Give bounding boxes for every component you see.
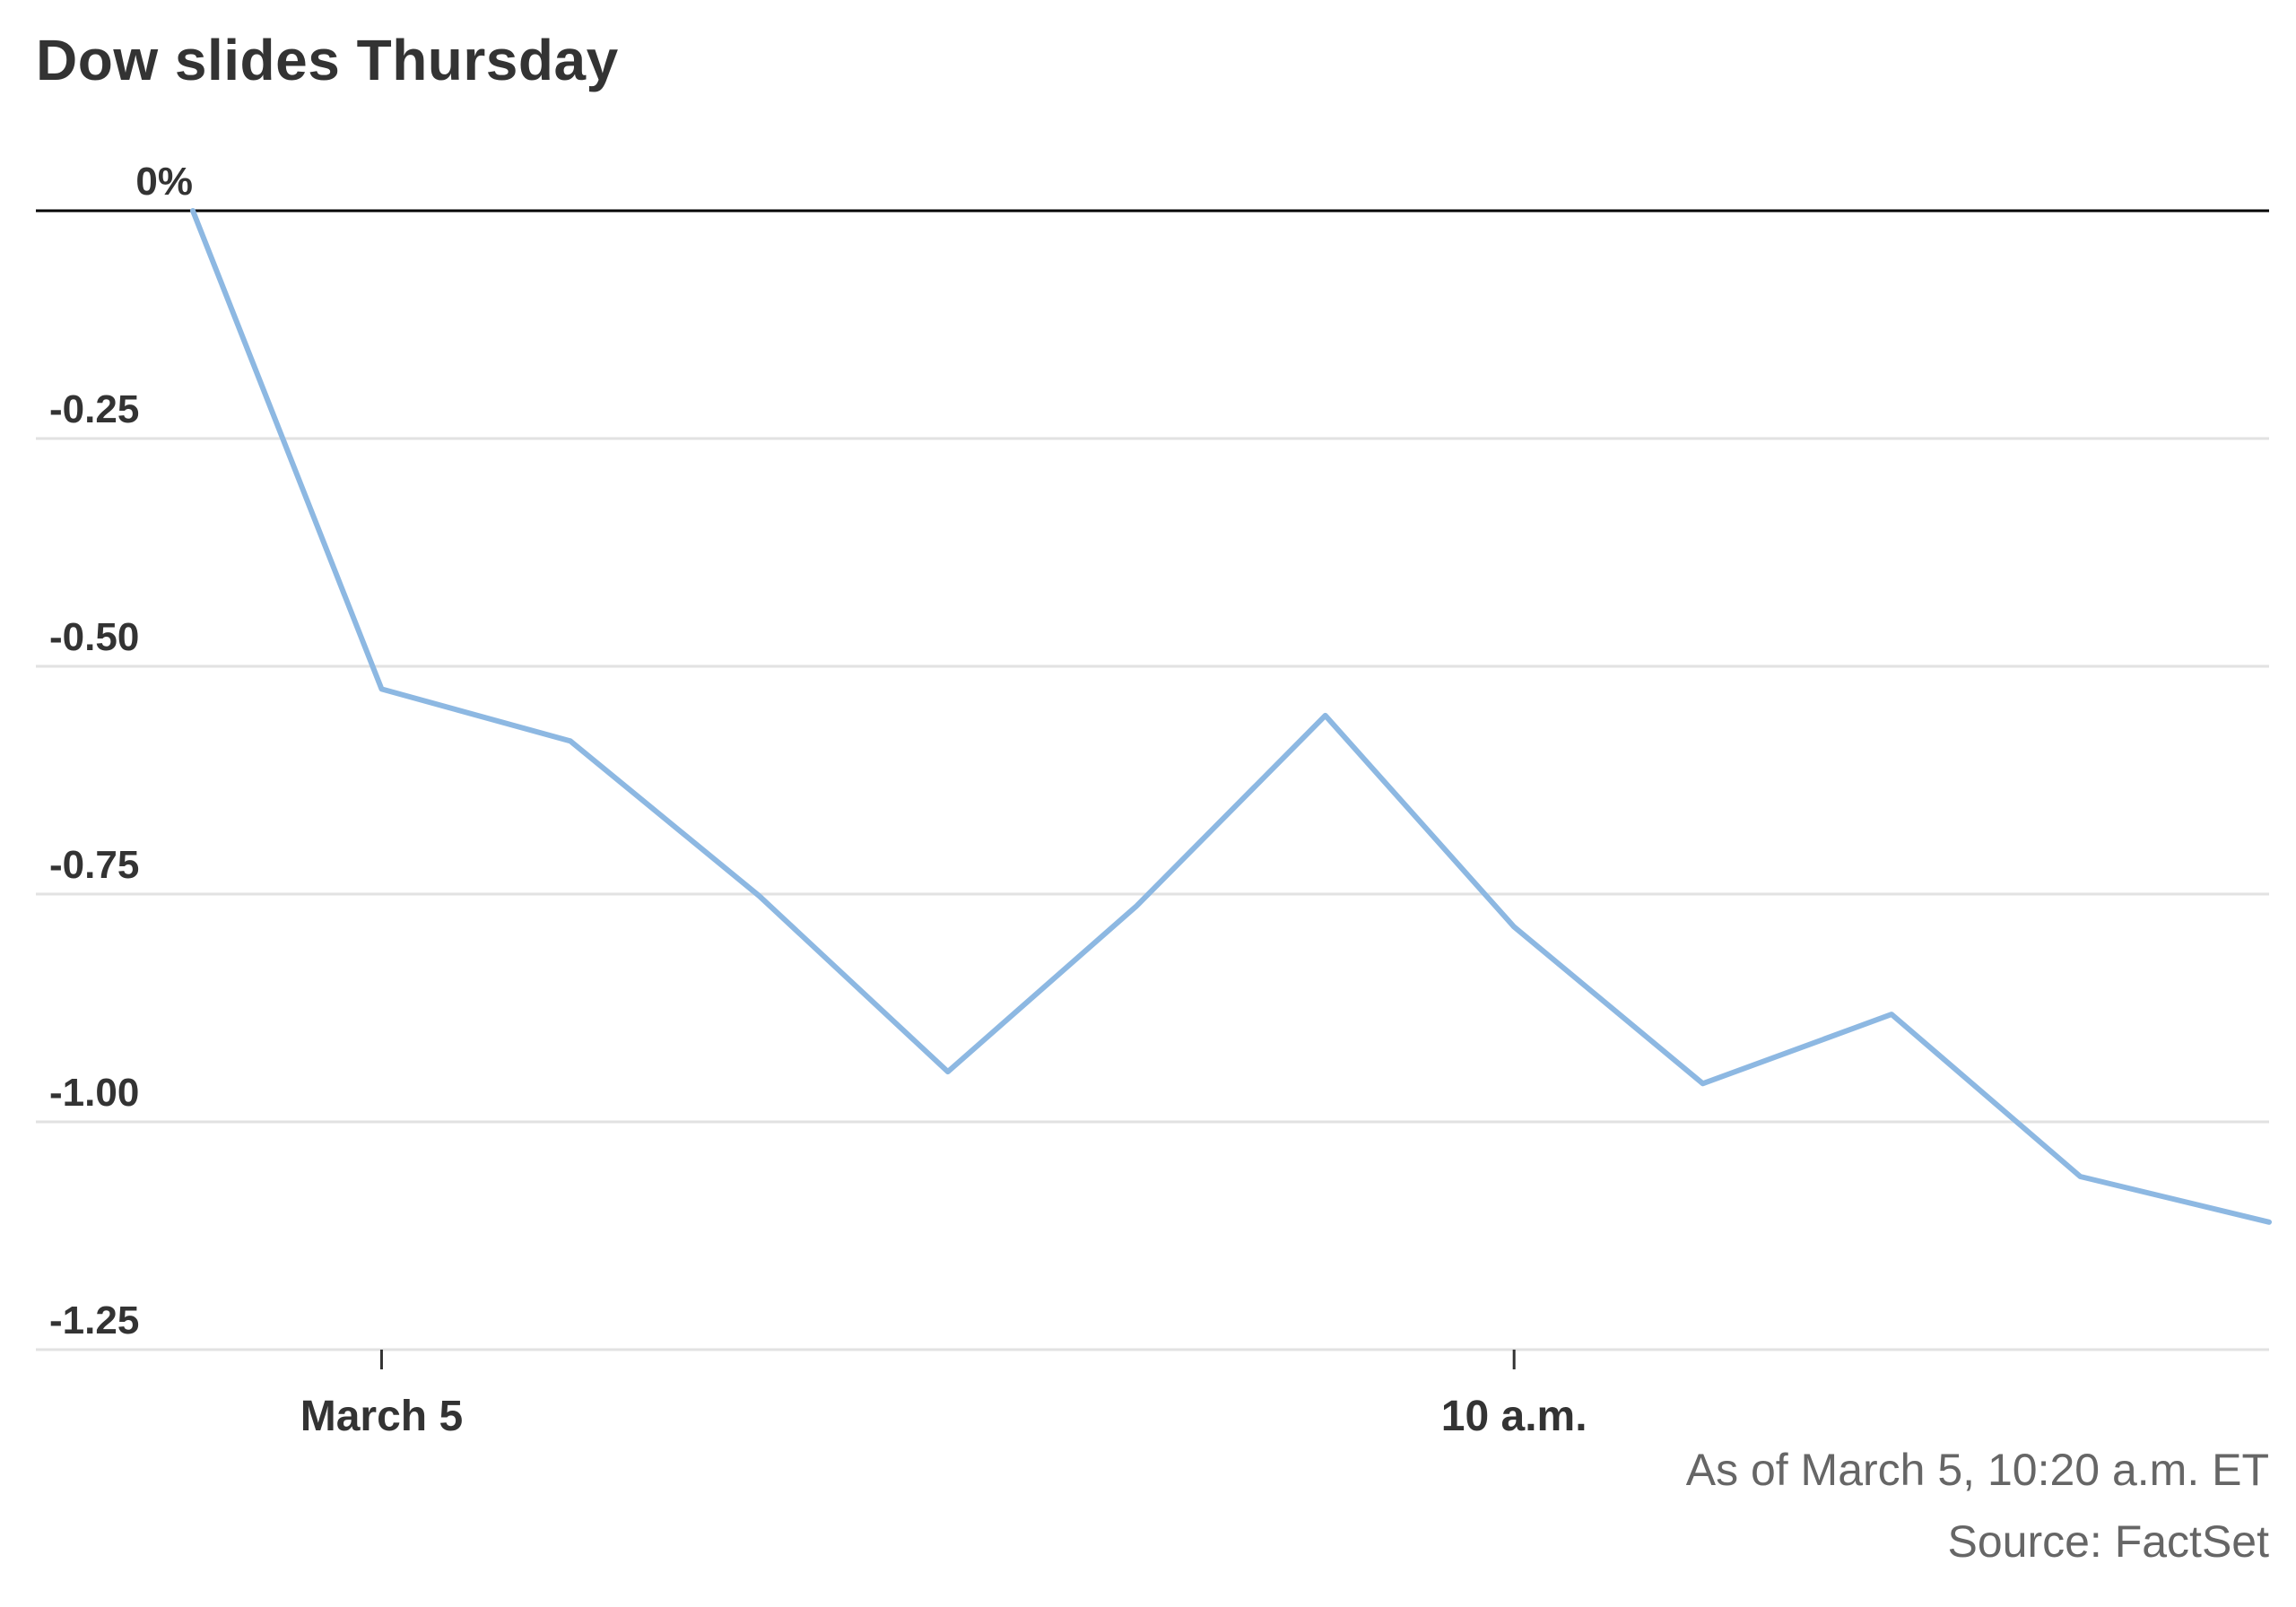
series-line xyxy=(190,208,2272,1225)
source-note: Source: FactSet xyxy=(1947,1516,2270,1567)
y-tick-label: -0.75 xyxy=(49,843,139,887)
chart-title: Dow slides Thursday xyxy=(36,28,619,92)
as-of-note: As of March 5, 10:20 a.m. ET xyxy=(1685,1445,2269,1495)
y-tick-label: 0% xyxy=(135,160,193,204)
y-tick-label: -1.25 xyxy=(49,1299,139,1342)
y-tick-label: -0.25 xyxy=(49,387,139,431)
x-tick-label: March 5 xyxy=(300,1393,463,1440)
axis-labels: 0% -0.25 -0.50 -0.75 -1.00 -1.25 March 5 10 a.m… xyxy=(49,160,1587,1440)
gridlines xyxy=(36,209,2269,1351)
y-tick-label: -0.50 xyxy=(49,615,139,659)
x-tick-label: 10 a.m. xyxy=(1441,1393,1587,1440)
series-lines xyxy=(190,208,2272,1225)
y-tick-label: -1.00 xyxy=(49,1071,139,1115)
x-axis-ticks xyxy=(379,1350,1516,1369)
